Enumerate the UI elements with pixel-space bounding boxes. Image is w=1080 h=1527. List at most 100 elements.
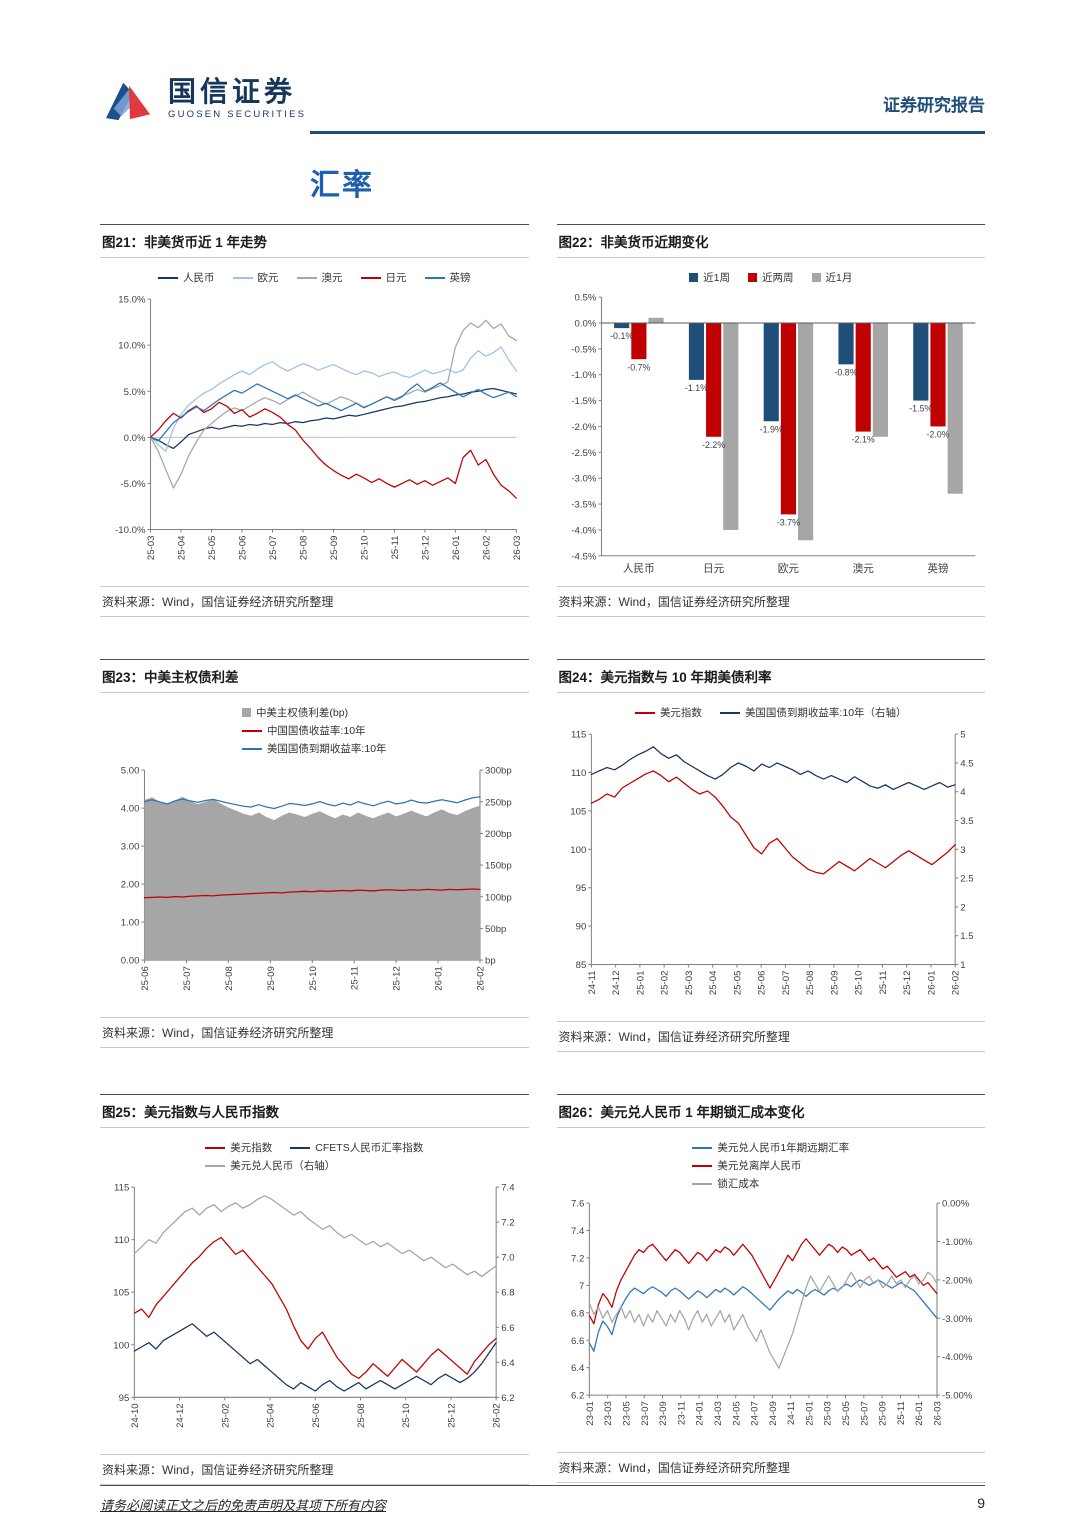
svg-text:4: 4 (960, 787, 966, 798)
svg-text:25-01: 25-01 (635, 971, 646, 996)
svg-text:日元: 日元 (703, 563, 725, 575)
legend-row: 锁汇成本 (692, 1176, 759, 1191)
legend-item: 近两周 (748, 270, 794, 285)
svg-text:2.00: 2.00 (121, 880, 140, 891)
svg-text:26-03: 26-03 (932, 1401, 943, 1426)
svg-text:25-09: 25-09 (329, 536, 340, 561)
svg-text:6.4: 6.4 (501, 1358, 515, 1369)
svg-text:澳元: 澳元 (852, 562, 874, 575)
svg-text:26-01: 26-01 (451, 536, 462, 561)
svg-text:90: 90 (575, 922, 586, 933)
svg-text:-4.00%: -4.00% (942, 1352, 973, 1363)
figure-block-25: 图25：美元指数与人民币指数 美元指数 CFETS人民币汇率指数 美元兑人民币（右轴… (100, 1094, 529, 1485)
legend-marker-icon (241, 729, 262, 732)
svg-text:25-10: 25-10 (359, 536, 370, 561)
legend-row: 美元兑人民币1年期远期汇率 (692, 1140, 849, 1155)
figure-23-chart: 中美主权债利差(bp) 中国国债收益率:10年 美国国债到期收益率:10年 5.00… (100, 693, 529, 1015)
svg-text:-1.1%: -1.1% (684, 383, 707, 393)
svg-text:25-02: 25-02 (220, 1403, 231, 1428)
svg-text:-3.00%: -3.00% (942, 1314, 973, 1325)
svg-text:2.5: 2.5 (960, 874, 973, 885)
legend-label: 中国国债收益率:10年 (266, 725, 366, 738)
svg-text:10.0%: 10.0% (118, 341, 146, 352)
svg-text:25-11: 25-11 (895, 1401, 906, 1425)
svg-text:24-12: 24-12 (611, 971, 622, 996)
legend-label: 锁汇成本 (717, 1178, 760, 1191)
logo-text: 国信证券 GUOSEN SECURITIES (168, 77, 307, 121)
svg-text:25-09: 25-09 (877, 1401, 888, 1426)
svg-text:25-04: 25-04 (266, 1403, 277, 1428)
svg-text:-3.7%: -3.7% (776, 518, 799, 528)
svg-text:25-05: 25-05 (207, 536, 218, 561)
svg-text:300bp: 300bp (485, 766, 512, 777)
svg-text:25-10: 25-10 (401, 1403, 412, 1428)
figure-22-chart: 近1周 近两周 近1月 0.5% 0.0% -0.5% -1.0% -1.5% -2.0% -2… (557, 258, 986, 584)
svg-text:85: 85 (575, 960, 586, 971)
legend-marker-icon (634, 711, 655, 714)
svg-text:24-11: 24-11 (786, 1401, 797, 1425)
page-header: 国信证券 GUOSEN SECURITIES 证券研究报告 (100, 76, 985, 134)
svg-text:3: 3 (960, 845, 965, 856)
figure-block-24: 图24：美元指数与 10 年期美债利率 美元指数 美国国债到期收益率:10年（右轴… (556, 659, 985, 1053)
svg-text:7.2: 7.2 (570, 1254, 583, 1265)
svg-text:6.2: 6.2 (501, 1393, 514, 1404)
legend-label: 近两周 (762, 272, 794, 284)
svg-text:23-03: 23-03 (603, 1401, 614, 1426)
svg-text:25-07: 25-07 (182, 966, 193, 991)
svg-text:26-01: 26-01 (434, 966, 445, 991)
chart-svg: 0.5% 0.0% -0.5% -1.0% -1.5% -2.0% -2.5% -3.0% -3… (571, 293, 975, 575)
svg-text:95: 95 (119, 1393, 130, 1404)
svg-text:5.0%: 5.0% (124, 387, 146, 398)
svg-text:100: 100 (113, 1340, 129, 1351)
svg-text:0.0%: 0.0% (124, 433, 146, 444)
legend-row: 美元指数 CFETS人民币汇率指数 (205, 1140, 423, 1155)
legend-marker-icon (692, 1182, 713, 1185)
svg-text:25-07: 25-07 (859, 1401, 870, 1426)
svg-text:25-07: 25-07 (780, 971, 791, 996)
legend-item: 澳元 (296, 270, 343, 285)
legend-label: 美元兑人民币（右轴） (230, 1160, 336, 1173)
svg-text:25-10: 25-10 (853, 971, 864, 996)
svg-text:25-08: 25-08 (356, 1403, 367, 1428)
svg-text:25-01: 25-01 (804, 1401, 815, 1426)
legend-item: 中美主权债利差(bp) (241, 705, 348, 720)
svg-text:24-01: 24-01 (694, 1401, 705, 1426)
legend-item: 美元兑人民币（右轴） (205, 1158, 335, 1173)
svg-text:25-05: 25-05 (732, 971, 743, 996)
svg-text:26-02: 26-02 (950, 971, 961, 996)
svg-text:25-05: 25-05 (841, 1401, 852, 1426)
figure-block-23: 图23：中美主权债利差 中美主权债利差(bp) 中国国债收益率:10年 美国国债到期… (100, 659, 529, 1052)
svg-text:1.00: 1.00 (121, 918, 140, 929)
legend-marker-icon (296, 276, 317, 279)
svg-text:25-12: 25-12 (902, 971, 913, 996)
svg-text:6.8: 6.8 (570, 1308, 583, 1319)
guosen-logo-icon (106, 82, 151, 121)
svg-text:105: 105 (570, 807, 586, 818)
svg-text:1.5: 1.5 (960, 931, 973, 942)
figure-23-title: 图23：中美主权债利差 (100, 659, 529, 694)
svg-text:25-09: 25-09 (266, 966, 277, 991)
svg-text:0.0%: 0.0% (574, 318, 596, 329)
legend-row: 中国国债收益率:10年 (241, 723, 366, 738)
svg-text:25-07: 25-07 (268, 536, 279, 561)
svg-text:23-05: 23-05 (621, 1401, 632, 1426)
svg-text:200bp: 200bp (485, 829, 512, 840)
svg-text:7.2: 7.2 (501, 1218, 514, 1229)
legend-label: 美国国债到期收益率:10年（右轴） (744, 707, 907, 720)
svg-text:-1.9%: -1.9% (759, 424, 782, 434)
logo-en-text: GUOSEN SECURITIES (168, 109, 307, 121)
svg-text:-5.0%: -5.0% (120, 479, 146, 490)
svg-text:-2.2%: -2.2% (702, 440, 725, 450)
svg-text:7.4: 7.4 (570, 1226, 584, 1237)
chart-svg: 115 110 105 100 95 90 85 5 4.5 4 3.5 3 2.5 2 1.5 1 24-11… (570, 730, 973, 996)
figure-24-source: 资料来源：Wind，国信证券经济研究所整理 (556, 1021, 985, 1053)
header-divider (310, 131, 985, 134)
svg-text:25-10: 25-10 (308, 966, 319, 991)
svg-text:4.00: 4.00 (121, 804, 140, 815)
svg-text:5.00: 5.00 (121, 766, 140, 777)
svg-text:26-02: 26-02 (481, 536, 492, 561)
legend-item: 美元兑离岸人民币 (692, 1158, 801, 1173)
figure-26-source: 资料来源：Wind，国信证券经济研究所整理 (556, 1451, 985, 1483)
legend-label: 美元兑人民币1年期远期汇率 (717, 1142, 850, 1155)
svg-text:26-02: 26-02 (492, 1403, 503, 1428)
